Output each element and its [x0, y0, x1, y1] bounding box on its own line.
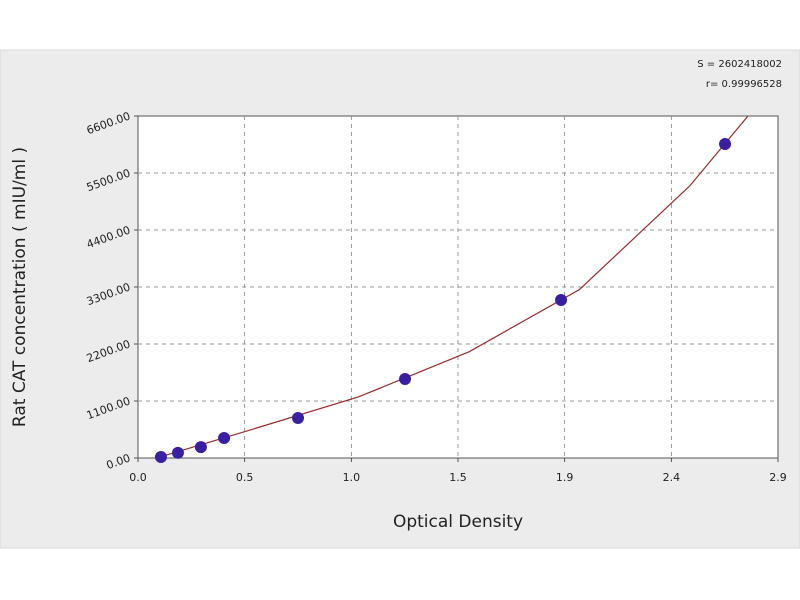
x-tick-label: 1.0	[343, 471, 361, 484]
data-point	[399, 372, 412, 385]
data-point	[292, 411, 304, 424]
data-point	[194, 441, 207, 454]
fit-curve	[159, 115, 749, 458]
x-tick-label: 2.4	[663, 471, 681, 484]
data-point	[154, 450, 167, 463]
x-axis-label: Optical Density	[393, 512, 523, 532]
x-tick-label: 0.5	[236, 471, 254, 484]
x-tick-label: 0.0	[129, 471, 147, 484]
data-point	[218, 431, 231, 444]
data-point	[171, 446, 184, 459]
data-point	[719, 137, 732, 150]
annotation: r= 0.99996528	[706, 79, 782, 90]
annotation: S = 2602418002	[697, 59, 782, 70]
y-axis-label: Rat CAT concentration ( mIU/ml )	[10, 147, 30, 427]
x-tick-label: 1.5	[449, 471, 467, 484]
x-tick-label: 1.9	[556, 471, 574, 484]
data-point	[555, 294, 568, 307]
x-tick-label: 2.9	[769, 471, 787, 484]
